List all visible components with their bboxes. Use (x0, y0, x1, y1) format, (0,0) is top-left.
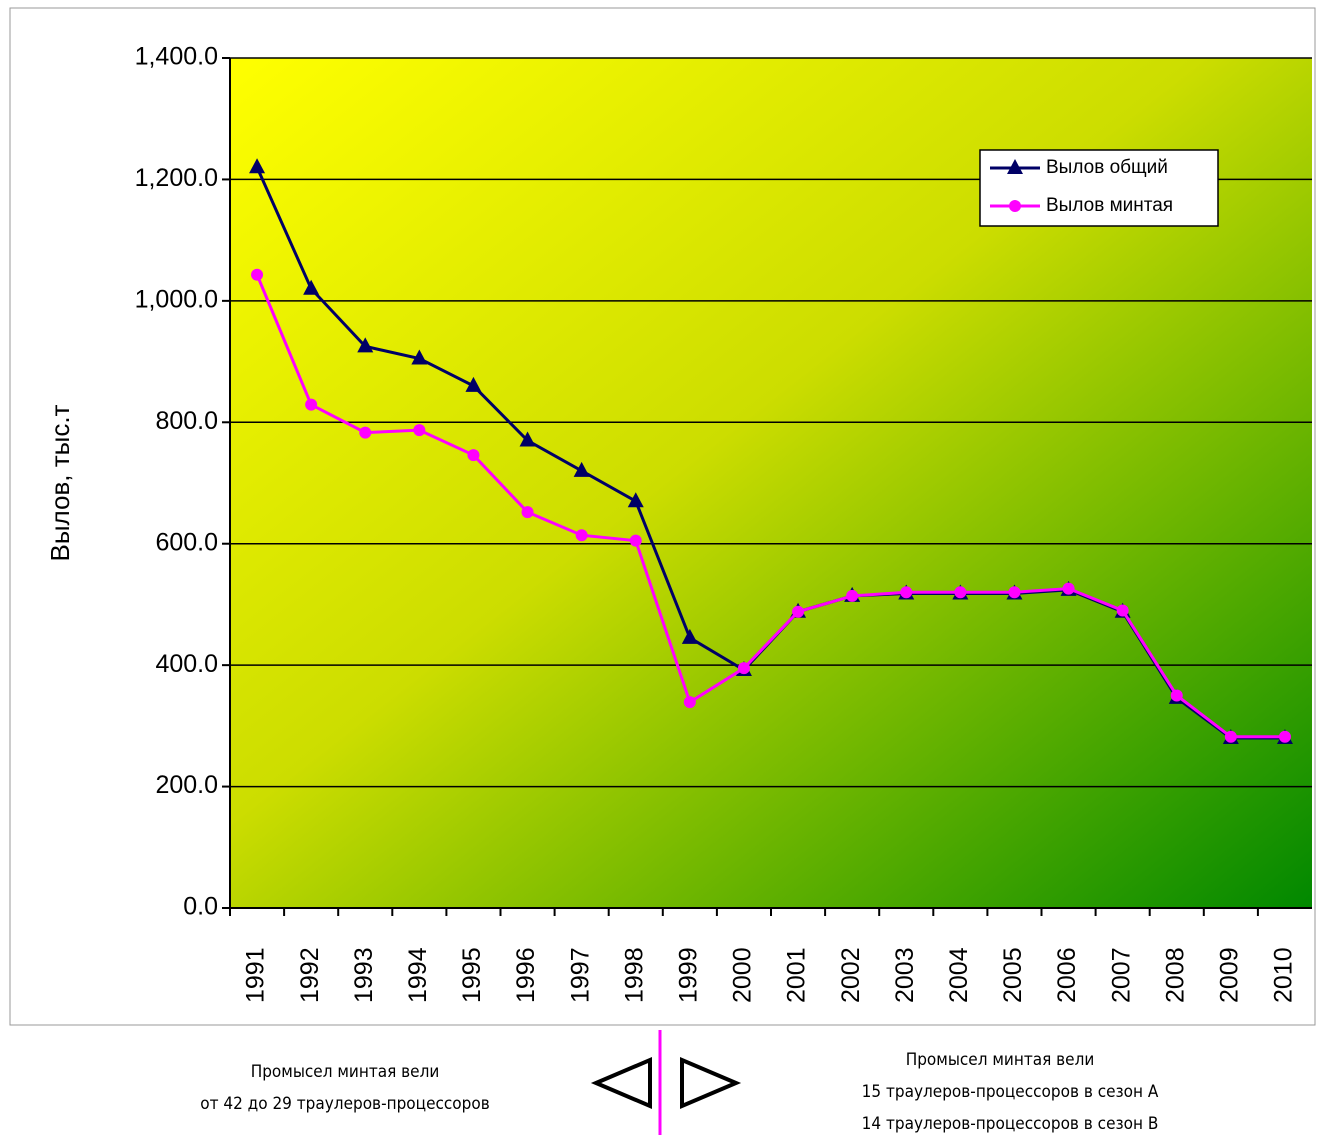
marker (1224, 730, 1237, 743)
annotation: 14 траулеров-процессоров в сезон В (862, 1114, 1159, 1134)
marker (629, 534, 642, 547)
y-tick-label: 1,200.0 (135, 164, 218, 192)
marker (1116, 604, 1129, 617)
marker (467, 449, 480, 462)
legend: Вылов общий Вылов минтая (979, 149, 1219, 227)
marker (251, 268, 264, 281)
x-tick-label: 2000 (729, 947, 757, 1003)
marker (305, 398, 318, 411)
marker (737, 662, 750, 675)
marker (846, 589, 859, 602)
x-tick-label: 1992 (296, 947, 324, 1003)
marker (1009, 200, 1021, 212)
marker (1008, 586, 1021, 599)
annotation: 15 траулеров-процессоров в сезон А (862, 1082, 1159, 1102)
x-tick-label: 2002 (837, 947, 865, 1003)
x-tick-label: 1998 (620, 947, 648, 1003)
annotation: Промысел минтая вели (906, 1050, 1095, 1070)
marker (303, 279, 320, 295)
x-tick-label: 2007 (1107, 947, 1135, 1003)
x-tick-label: 2009 (1215, 947, 1243, 1003)
marker (1170, 689, 1183, 702)
marker (954, 586, 967, 599)
legend-label: Вылов минтая (1046, 195, 1173, 216)
y-axis-label: Вылов, тыс.т (45, 404, 75, 561)
x-tick-label: 1997 (566, 947, 594, 1003)
x-tick-label: 1995 (458, 947, 486, 1003)
x-tick-label: 2006 (1053, 947, 1081, 1003)
marker (249, 158, 266, 174)
annotation: Промысел минтая вели (251, 1062, 440, 1082)
marker (573, 461, 590, 477)
y-tick-label: 1,400.0 (135, 43, 218, 71)
x-tick-label: 1996 (512, 947, 540, 1003)
series-line (255, 274, 1285, 739)
x-tick-label: 1999 (674, 947, 702, 1003)
marker (792, 605, 805, 618)
x-tick-label: 2004 (945, 947, 973, 1003)
y-tick-label: 400.0 (155, 650, 218, 678)
marker (683, 696, 696, 709)
marker (1278, 730, 1291, 743)
y-tick-label: 600.0 (155, 528, 218, 556)
marker (521, 506, 534, 519)
x-tick-label: 2005 (999, 947, 1027, 1003)
annotation: от 42 до 29 траулеров-процессоров (200, 1094, 490, 1114)
marker (413, 424, 426, 437)
y-tick-label: 800.0 (155, 407, 218, 435)
marker (519, 431, 536, 447)
marker (411, 349, 428, 365)
x-tick-label: 1993 (350, 947, 378, 1003)
legend-box (979, 149, 1219, 227)
marker (357, 337, 374, 353)
y-tick-label: 200.0 (155, 771, 218, 799)
series (251, 268, 1291, 743)
x-tick-label: 2001 (783, 947, 811, 1003)
marker (465, 376, 482, 392)
marker (627, 492, 644, 508)
y-tick-label: 1,000.0 (135, 285, 218, 313)
x-tick-label: 1994 (404, 947, 432, 1003)
marker (900, 586, 913, 599)
arrows (590, 1030, 742, 1135)
x-tick-label: 2003 (891, 947, 919, 1003)
marker (575, 529, 588, 542)
marker (1062, 582, 1075, 595)
marker (681, 628, 698, 644)
marker (1007, 159, 1023, 174)
x-tick-label: 2008 (1161, 947, 1189, 1003)
marker (359, 426, 372, 439)
legend-label: Вылов общий (1046, 157, 1168, 178)
x-tick-label: 2010 (1270, 947, 1298, 1003)
x-tick-label: 1991 (242, 947, 270, 1003)
y-tick-label: 0.0 (183, 893, 218, 921)
